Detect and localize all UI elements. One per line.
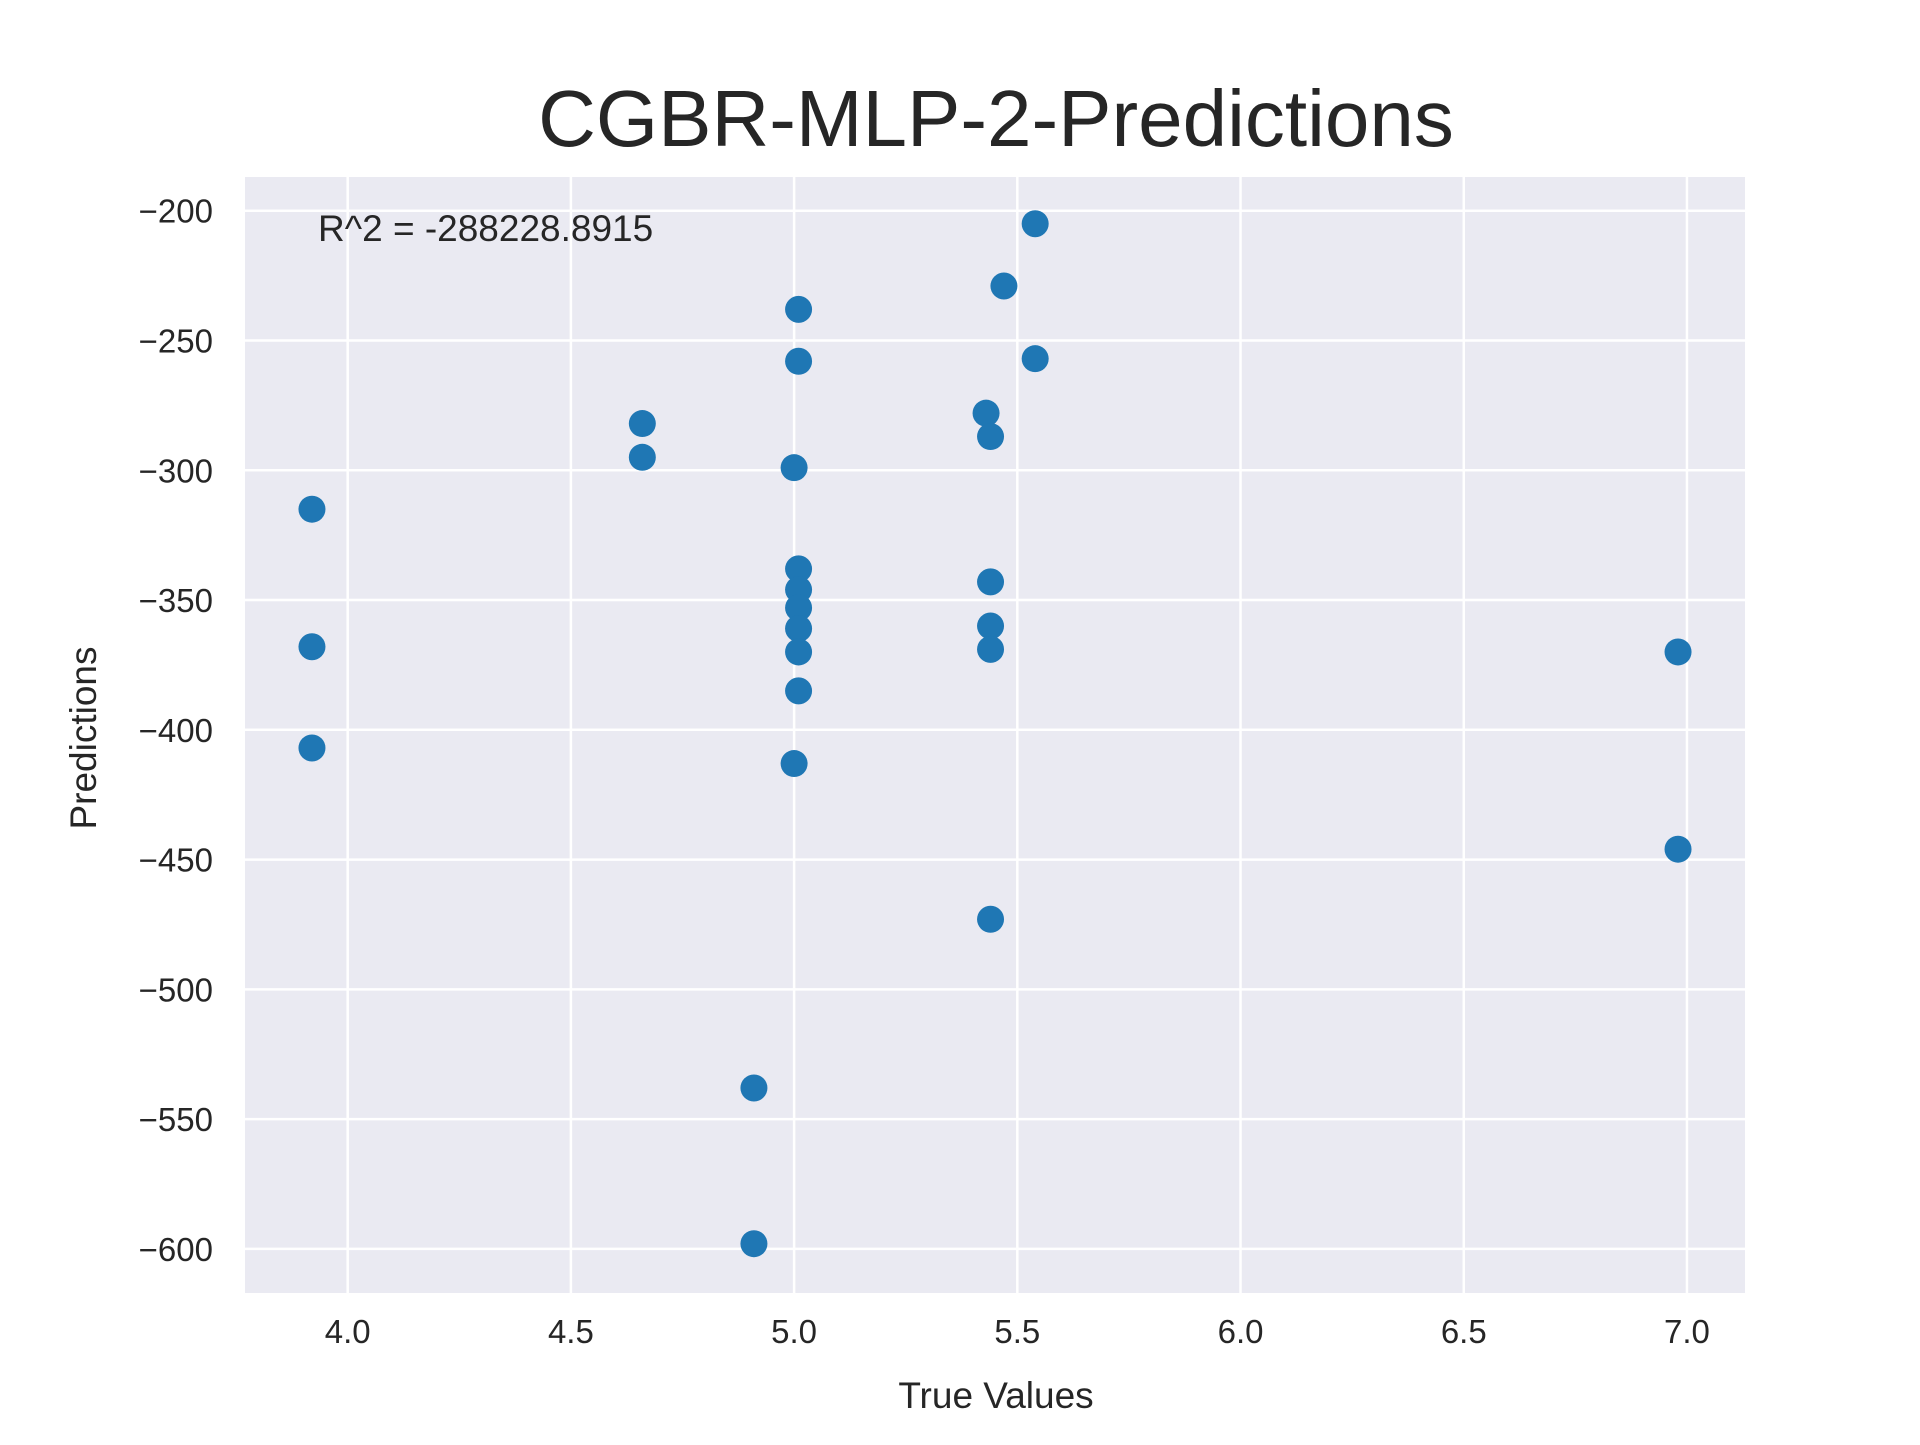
data-points [298,210,1692,1258]
scatter-point [977,905,1005,933]
scatter-point [780,454,808,482]
y-tick-label: −600 [139,1231,213,1268]
scatter-point [628,443,656,471]
scatter-point [780,750,808,778]
x-tick-label: 6.0 [1218,1313,1264,1350]
scatter-point [977,423,1005,451]
scatter-point [1021,210,1049,238]
scatter-point [298,633,326,661]
x-tick-label: 7.0 [1664,1313,1710,1350]
scatter-point [628,410,656,438]
x-tick-label: 5.0 [771,1313,817,1350]
y-tick-label: −200 [139,193,213,230]
scatter-point [1021,345,1049,373]
y-tick-label: −550 [139,1101,213,1138]
r-squared-annotation: R^2 = -288228.8915 [318,208,653,249]
y-axis-label: Predictions [63,646,104,829]
y-tick-label: −400 [139,712,213,749]
scatter-point [785,295,813,323]
y-tick-label: −300 [139,452,213,489]
plot-area [245,177,1745,1293]
scatter-point [977,612,1005,640]
scatter-point [977,635,1005,663]
y-tick-label: −500 [139,971,213,1008]
scatter-point [740,1074,768,1102]
scatter-point [785,677,813,705]
scatter-point [785,555,813,583]
y-tick-label: −350 [139,582,213,619]
y-tick-label: −250 [139,323,213,360]
scatter-point [1664,638,1692,666]
scatter-point [298,734,326,762]
x-axis-ticks: 4.0 4.5 5.0 5.5 6.0 6.5 7.0 [325,1313,1710,1350]
gridlines [245,177,1745,1293]
scatter-point [977,568,1005,596]
x-tick-label: 4.5 [548,1313,594,1350]
chart-title: CGBR-MLP-2-Predictions [538,74,1454,163]
scatter-point [990,272,1018,300]
y-axis-ticks: −200 −250 −300 −350 −400 −450 −500 −550 −600 [139,193,213,1268]
y-tick-label: −450 [139,842,213,879]
scatter-point [785,347,813,375]
scatter-point [785,638,813,666]
scatter-point [298,495,326,523]
scatter-point [785,615,813,643]
x-axis-label: True Values [898,1375,1093,1416]
x-tick-label: 5.5 [994,1313,1040,1350]
x-tick-label: 4.0 [325,1313,371,1350]
x-tick-label: 6.5 [1441,1313,1487,1350]
scatter-point [1664,835,1692,863]
scatter-point [785,594,813,622]
scatter-point [740,1230,768,1258]
scatter-point [972,399,1000,427]
